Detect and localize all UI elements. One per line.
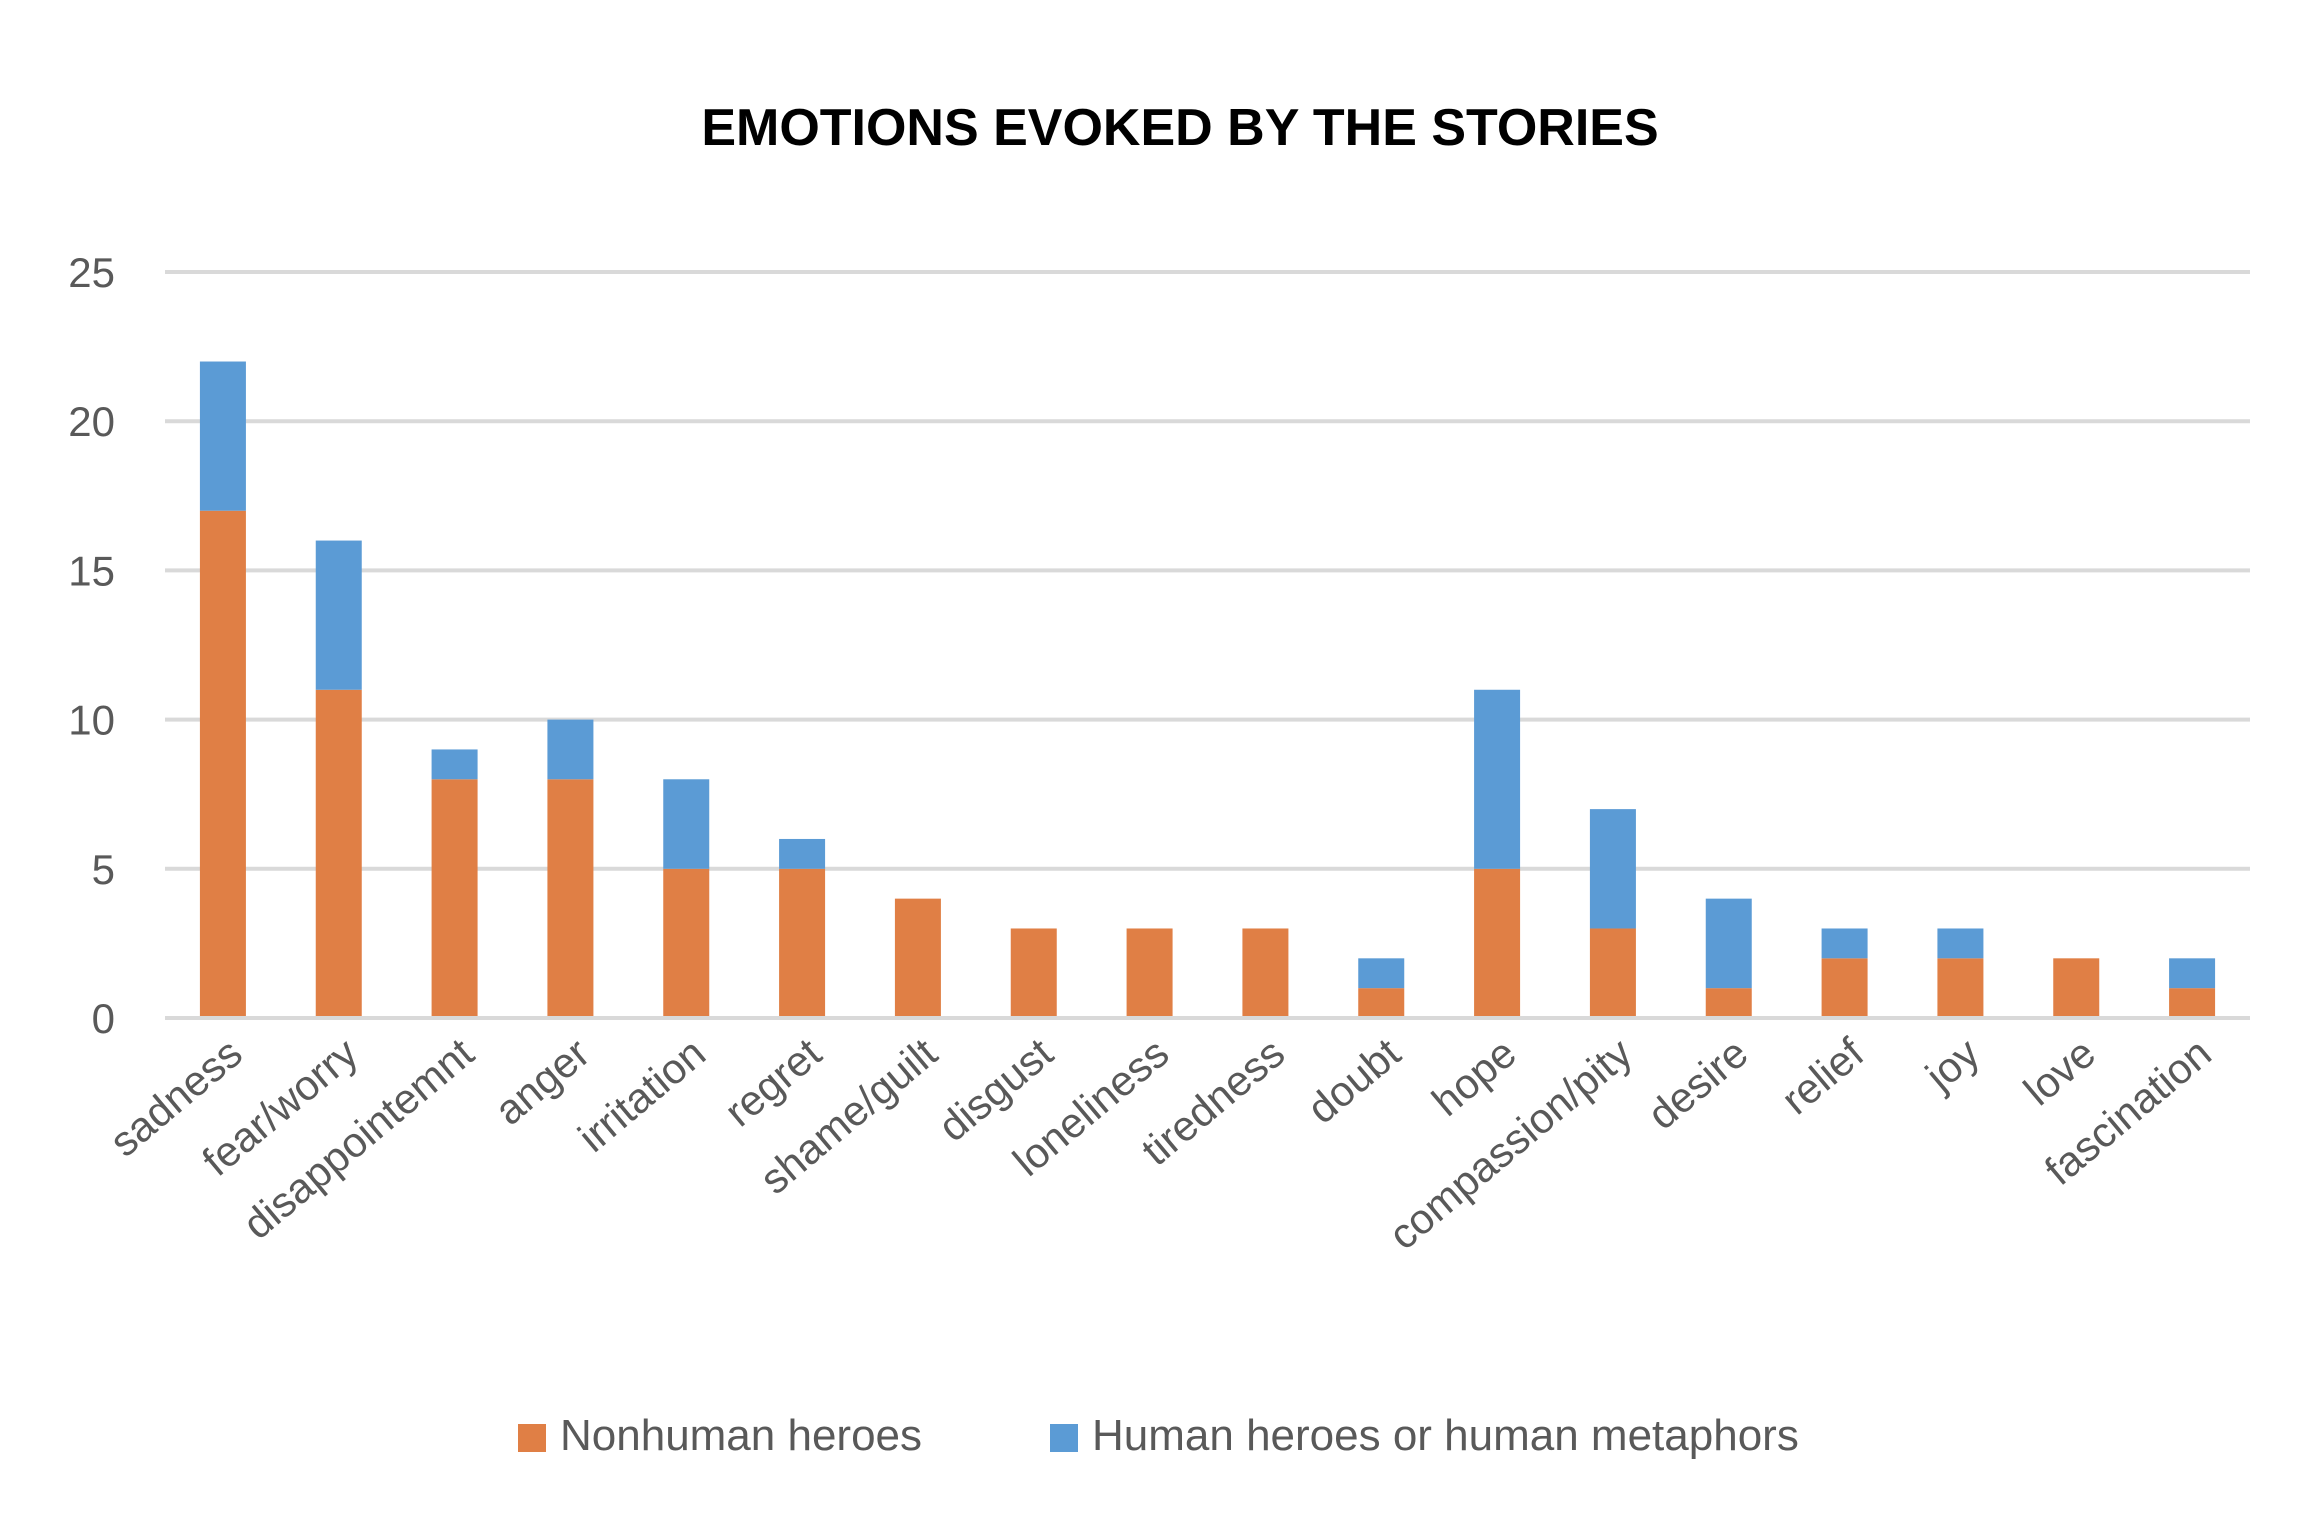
bar-anger-series-0 [547, 779, 594, 1018]
y-tick-label: 20 [68, 398, 115, 445]
x-tick-label: joy [1915, 1029, 1988, 1101]
bar-tiredness-series-0 [1242, 928, 1289, 1018]
bar-loneliness-series-0 [1126, 928, 1173, 1018]
bar-relief-series-0 [1821, 958, 1868, 1018]
legend-label-0: Nonhuman heroes [560, 1411, 922, 1460]
x-tick-label: doubt [1298, 1029, 1409, 1133]
bar-hope-series-0 [1474, 868, 1521, 1018]
bar-joy-series-1 [1937, 928, 1984, 959]
bar-fear-worry-series-1 [315, 540, 362, 690]
chart-title: EMOTIONS EVOKED BY THE STORIES [701, 99, 1658, 157]
x-tick-label: hope [1423, 1029, 1525, 1125]
bar-joy-series-0 [1937, 958, 1984, 1018]
y-tick-label: 10 [68, 697, 115, 744]
bar-shame-guilt-series-0 [894, 898, 941, 1018]
bars [199, 361, 2216, 1018]
x-tick-label: relief [1772, 1029, 1872, 1124]
bar-doubt-series-0 [1358, 988, 1405, 1018]
bar-doubt-series-1 [1358, 958, 1405, 989]
bar-disappointemnt-series-1 [431, 749, 478, 780]
bar-desire-series-0 [1705, 988, 1752, 1018]
x-tick-label: desire [1639, 1029, 1757, 1139]
bar-fear-worry-series-0 [315, 689, 362, 1018]
y-tick-label: 0 [92, 995, 115, 1042]
bar-regret-series-0 [779, 868, 826, 1018]
bar-sadness-series-1 [199, 361, 246, 511]
bar-desire-series-1 [1705, 898, 1752, 989]
bar-love-series-0 [2053, 958, 2100, 1018]
y-axis-ticks: 0 5 10 15 20 25 [68, 249, 115, 1042]
bar-hope-series-1 [1474, 689, 1521, 869]
bar-relief-series-1 [1821, 928, 1868, 959]
bar-compassion-pity-series-1 [1589, 809, 1636, 929]
bar-disgust-series-0 [1010, 928, 1057, 1018]
x-tick-label: love [2015, 1029, 2104, 1115]
y-tick-label: 5 [92, 846, 115, 893]
y-tick-label: 15 [68, 547, 115, 594]
bar-regret-series-1 [779, 838, 826, 869]
bar-irritation-series-0 [663, 868, 710, 1018]
gridlines [165, 270, 2250, 871]
x-tick-label: irritation [569, 1029, 714, 1161]
bar-fascination-series-0 [2169, 988, 2216, 1018]
bar-anger-series-1 [547, 719, 594, 780]
bar-irritation-series-1 [663, 779, 710, 869]
bar-sadness-series-0 [199, 510, 246, 1018]
legend-label-1: Human heroes or human metaphors [1092, 1411, 1799, 1460]
bar-fascination-series-1 [2169, 958, 2216, 989]
bar-compassion-pity-series-0 [1589, 928, 1636, 1018]
y-tick-label: 25 [68, 249, 115, 296]
legend: Nonhuman heroes Human heroes or human met… [518, 1411, 1799, 1460]
legend-swatch-0 [518, 1424, 546, 1452]
legend-swatch-1 [1050, 1424, 1078, 1452]
bar-disappointemnt-series-0 [431, 779, 478, 1018]
